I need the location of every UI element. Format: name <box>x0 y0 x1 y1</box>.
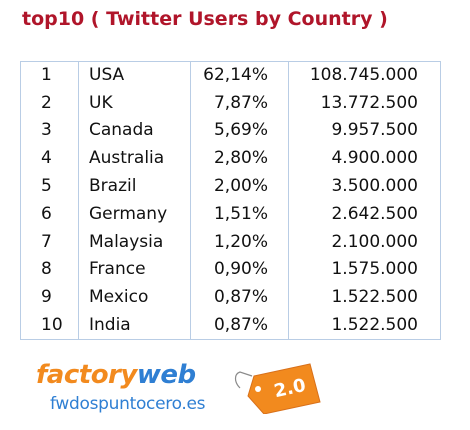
share-cell: 5,69% <box>190 117 289 145</box>
table-row: 10 India 0,87% 1.522.500 <box>20 311 441 340</box>
share-cell: 0,87% <box>190 283 289 312</box>
table-row: 2 UK 7,87% 13.772.500 <box>20 89 441 118</box>
factoryweb-logo: factoryweb fwdospuntocero.es 2.0 <box>36 360 321 420</box>
share-cell: 1,51% <box>190 200 289 229</box>
logo-brand-web: web <box>136 360 196 390</box>
table-row: 7 Malaysia 1,20% 2.100.000 <box>20 228 441 257</box>
twitter-users-table: 1 USA 62,14% 108.745.000 2 UK 7,87% 13.772.500 3… <box>20 61 441 340</box>
users-cell: 108.745.000 <box>288 61 441 90</box>
logo-brand: factoryweb <box>36 360 196 390</box>
country-cell: Malaysia <box>78 228 191 257</box>
rank-cell: 1 <box>20 61 79 90</box>
logo-brand-factory: factory <box>36 360 137 390</box>
table-row: 1 USA 62,14% 108.745.000 <box>20 61 441 90</box>
users-cell: 9.957.500 <box>288 117 441 145</box>
rank-cell: 4 <box>20 144 79 173</box>
share-cell: 2,00% <box>190 172 289 201</box>
table-row: 9 Mexico 0,87% 1.522.500 <box>20 283 441 312</box>
version-tag-icon: 2.0 <box>232 362 322 414</box>
users-cell: 2.100.000 <box>288 228 441 257</box>
table-row: 4 Australia 2,80% 4.900.000 <box>20 144 441 173</box>
users-cell: 1.575.000 <box>288 256 441 284</box>
table-row: 5 Brazil 2,00% 3.500.000 <box>20 172 441 201</box>
country-cell: Brazil <box>78 172 191 201</box>
page-title: top10 ( Twitter Users by Country ) <box>22 8 388 30</box>
users-cell: 1.522.500 <box>288 283 441 312</box>
country-cell: Mexico <box>78 283 191 312</box>
price-tag-shape <box>234 363 321 414</box>
rank-cell: 3 <box>20 117 79 145</box>
rank-cell: 10 <box>20 311 79 340</box>
rank-cell: 8 <box>20 256 79 284</box>
table-row: 3 Canada 5,69% 9.957.500 <box>20 117 441 145</box>
country-cell: India <box>78 311 191 340</box>
table-body: 1 USA 62,14% 108.745.000 2 UK 7,87% 13.772.500 3… <box>20 61 441 340</box>
share-cell: 7,87% <box>190 89 289 118</box>
rank-cell: 9 <box>20 283 79 312</box>
rank-cell: 5 <box>20 172 79 201</box>
users-cell: 3.500.000 <box>288 172 441 201</box>
country-cell: UK <box>78 89 191 118</box>
share-cell: 62,14% <box>190 61 289 90</box>
table-row: 8 France 0,90% 1.575.000 <box>20 256 441 284</box>
logo-domain: fwdospuntocero.es <box>50 394 206 414</box>
users-cell: 1.522.500 <box>288 311 441 340</box>
country-cell: Canada <box>78 117 191 145</box>
share-cell: 1,20% <box>190 228 289 257</box>
share-cell: 0,90% <box>190 256 289 284</box>
rank-cell: 2 <box>20 89 79 118</box>
share-cell: 2,80% <box>190 144 289 173</box>
country-cell: USA <box>78 61 191 90</box>
country-cell: Germany <box>78 200 191 229</box>
country-cell: France <box>78 256 191 284</box>
users-cell: 13.772.500 <box>288 89 441 118</box>
table-row: 6 Germany 1,51% 2.642.500 <box>20 200 441 229</box>
users-cell: 2.642.500 <box>288 200 441 229</box>
country-cell: Australia <box>78 144 191 173</box>
rank-cell: 7 <box>20 228 79 257</box>
share-cell: 0,87% <box>190 311 289 340</box>
users-cell: 4.900.000 <box>288 144 441 173</box>
rank-cell: 6 <box>20 200 79 229</box>
